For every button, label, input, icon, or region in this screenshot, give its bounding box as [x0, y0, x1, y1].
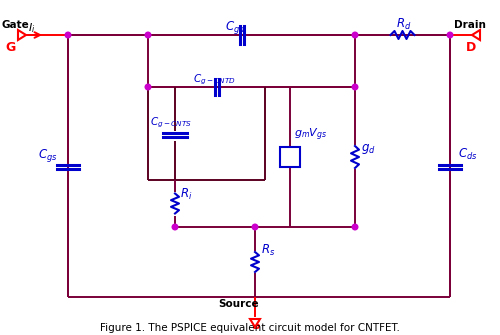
Circle shape	[352, 224, 358, 230]
Text: $g_d$: $g_d$	[361, 142, 376, 156]
Text: Figure 1. The PSPICE equivalent circuit model for CNTFET.: Figure 1. The PSPICE equivalent circuit …	[100, 323, 400, 333]
Text: $C_{gd}$: $C_{gd}$	[225, 19, 246, 36]
Text: $R_s$: $R_s$	[261, 243, 276, 258]
Circle shape	[447, 32, 453, 38]
Circle shape	[352, 84, 358, 90]
Circle shape	[352, 32, 358, 38]
FancyBboxPatch shape	[280, 147, 300, 167]
Circle shape	[65, 32, 71, 38]
Text: $C_{g-CNTS}$: $C_{g-CNTS}$	[150, 116, 192, 130]
Polygon shape	[250, 319, 260, 327]
Circle shape	[172, 224, 178, 230]
Circle shape	[145, 32, 151, 38]
Circle shape	[145, 84, 151, 90]
Text: G: G	[5, 41, 15, 54]
Text: Source: Source	[218, 299, 258, 309]
Text: $R_d$: $R_d$	[396, 17, 412, 32]
Polygon shape	[472, 30, 480, 40]
Text: $C_{ds}$: $C_{ds}$	[458, 147, 477, 162]
Text: $C_{gs}$: $C_{gs}$	[38, 147, 58, 164]
Polygon shape	[18, 30, 26, 40]
Text: Gate: Gate	[2, 20, 30, 30]
Text: $g_m V_{gs}$: $g_m V_{gs}$	[294, 126, 328, 143]
Text: Drain: Drain	[454, 20, 486, 30]
Text: S: S	[251, 319, 260, 332]
Text: D: D	[466, 41, 476, 54]
Circle shape	[252, 224, 258, 230]
Text: $I_i$: $I_i$	[28, 21, 36, 35]
Text: $R_i$: $R_i$	[180, 187, 192, 202]
Text: $C_{g-CNTD}$: $C_{g-CNTD}$	[193, 72, 236, 87]
